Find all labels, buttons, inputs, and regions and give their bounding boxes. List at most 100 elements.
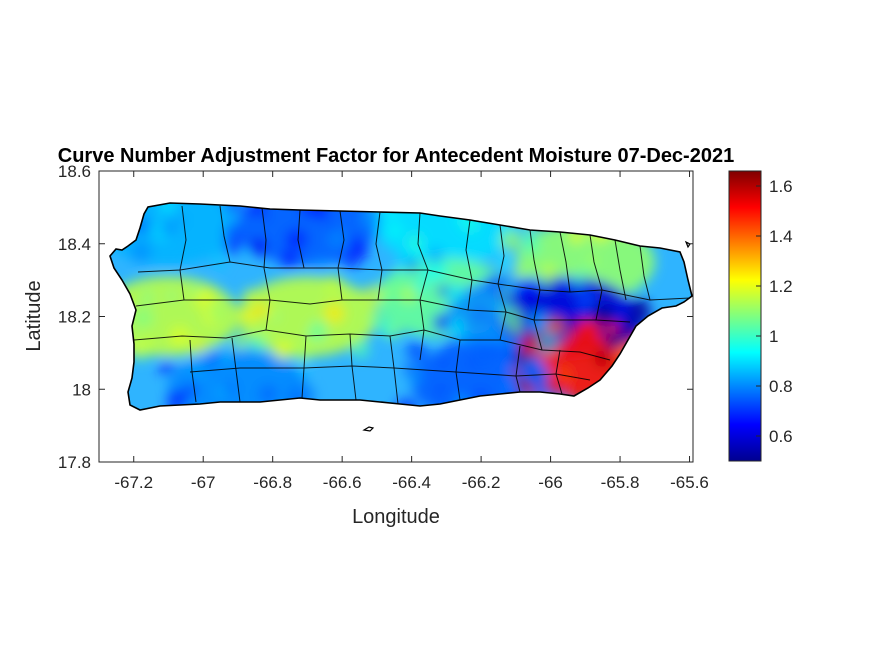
municipality-boundary xyxy=(137,261,691,301)
moisture-speckle xyxy=(463,217,479,234)
moisture-speckle xyxy=(434,383,449,398)
moisture-speckle xyxy=(248,237,268,257)
moisture-speckle xyxy=(630,296,649,315)
moisture-speckle xyxy=(438,357,448,366)
municipality-boundary xyxy=(219,205,231,263)
moisture-speckle xyxy=(565,318,579,333)
moisture-speckle xyxy=(143,226,155,238)
moisture-speckle xyxy=(155,225,165,234)
moisture-speckle xyxy=(141,290,154,303)
municipality-boundary xyxy=(614,239,627,301)
moisture-speckle xyxy=(403,255,421,273)
moisture-speckle xyxy=(241,309,256,324)
moisture-speckle xyxy=(405,339,427,361)
moisture-speckle xyxy=(159,203,176,213)
moisture-speckle xyxy=(325,221,337,233)
moisture-speckle xyxy=(203,361,212,370)
moisture-speckle xyxy=(592,305,615,327)
moisture-speckle xyxy=(462,329,471,338)
x-axis-ticks: -67.2 -67 -66.8 -66.6 -66.4 -66.2 -66 -65.8 -65.… xyxy=(114,171,709,492)
moisture-speckle xyxy=(228,321,238,331)
moisture-speckle xyxy=(497,254,512,269)
colorbar-tick-label: 1.4 xyxy=(769,227,793,246)
moisture-speckle xyxy=(361,208,381,228)
moisture-speckle xyxy=(208,305,224,321)
moisture-speckle xyxy=(259,385,277,403)
municipality-boundary xyxy=(179,205,187,301)
moisture-speckle xyxy=(547,317,564,334)
moisture-speckle xyxy=(603,333,614,344)
municipality-boundaries xyxy=(133,205,691,405)
caja-de-muertos-islet xyxy=(362,426,375,432)
x-tick-label: -67.2 xyxy=(114,473,153,492)
moisture-speckle xyxy=(240,247,250,257)
colorbar-tick-label: 0.8 xyxy=(769,377,793,396)
y-axis-ticks: 17.8 18 18.2 18.4 18.6 xyxy=(58,162,693,472)
moisture-speckle xyxy=(558,277,573,293)
colorbar-tick-label: 1.6 xyxy=(769,177,793,196)
moisture-speckle xyxy=(160,220,176,236)
moisture-speckle xyxy=(513,265,527,279)
moisture-speckle xyxy=(231,333,249,350)
moisture-speckle xyxy=(351,339,370,359)
x-tick-label: -65.6 xyxy=(670,473,709,492)
x-tick-label: -66.8 xyxy=(253,473,292,492)
municipality-boundary xyxy=(261,207,271,331)
x-tick-label: -65.8 xyxy=(601,473,640,492)
moisture-speckle xyxy=(242,288,257,304)
moisture-speckle xyxy=(183,383,198,397)
moisture-speckle xyxy=(252,302,269,318)
moisture-speckle xyxy=(212,255,227,269)
x-tick-label: -67 xyxy=(191,473,216,492)
moisture-speckle xyxy=(528,311,550,333)
moisture-speckle xyxy=(136,337,153,354)
moisture-speckle xyxy=(407,234,423,250)
moisture-speckle xyxy=(472,347,494,369)
municipality-boundary xyxy=(589,234,603,321)
municipality-boundary xyxy=(375,211,383,301)
y-tick-label: 18.6 xyxy=(58,162,91,181)
x-tick-label: -66.2 xyxy=(462,473,501,492)
colorbar-tick-label: 1.2 xyxy=(769,277,793,296)
moisture-speckle xyxy=(426,247,444,265)
moisture-speckle xyxy=(444,336,457,348)
municipality-boundary xyxy=(231,337,241,403)
moisture-speckle xyxy=(167,291,176,300)
moisture-speckle xyxy=(586,255,598,267)
y-tick-label: 18.2 xyxy=(58,308,91,327)
colorbar: 0.6 0.8 1 1.2 1.4 1.6 xyxy=(728,170,793,462)
x-tick-label: -66.6 xyxy=(323,473,362,492)
moisture-speckle xyxy=(132,307,154,328)
x-axis-label: Longitude xyxy=(352,506,440,528)
moisture-speckle xyxy=(500,306,523,329)
moisture-speckle xyxy=(445,283,465,304)
moisture-speckle xyxy=(210,350,221,361)
municipality-boundary xyxy=(135,299,631,323)
municipality-boundary xyxy=(189,365,591,381)
municipality-boundary xyxy=(559,231,571,293)
moisture-region xyxy=(237,276,378,357)
moisture-speckle xyxy=(314,256,327,269)
moisture-speckle xyxy=(192,286,202,296)
moisture-speckle xyxy=(411,374,422,385)
moisture-speckle xyxy=(524,354,541,371)
colorbar-ticks: 0.6 0.8 1 1.2 1.4 1.6 xyxy=(756,177,793,446)
moisture-speckle xyxy=(582,244,592,253)
moisture-speckle xyxy=(279,250,299,269)
moisture-speckle xyxy=(474,309,484,320)
municipality-boundary xyxy=(465,219,473,311)
colorbar-gradient xyxy=(728,170,762,462)
moisture-speckle xyxy=(287,379,298,390)
municipality-boundary xyxy=(417,212,429,361)
eastern-islet xyxy=(684,240,691,249)
colorbar-tick-label: 0.6 xyxy=(769,427,793,446)
moisture-speckle xyxy=(363,284,385,306)
y-tick-label: 17.8 xyxy=(58,453,91,472)
moisture-speckle xyxy=(286,228,309,250)
moisture-speckle xyxy=(249,334,266,351)
moisture-speckle xyxy=(341,251,360,269)
moisture-speckle xyxy=(387,222,403,238)
moisture-speckle xyxy=(380,322,393,334)
x-tick-label: -66 xyxy=(538,473,563,492)
moisture-speckle xyxy=(224,222,244,242)
